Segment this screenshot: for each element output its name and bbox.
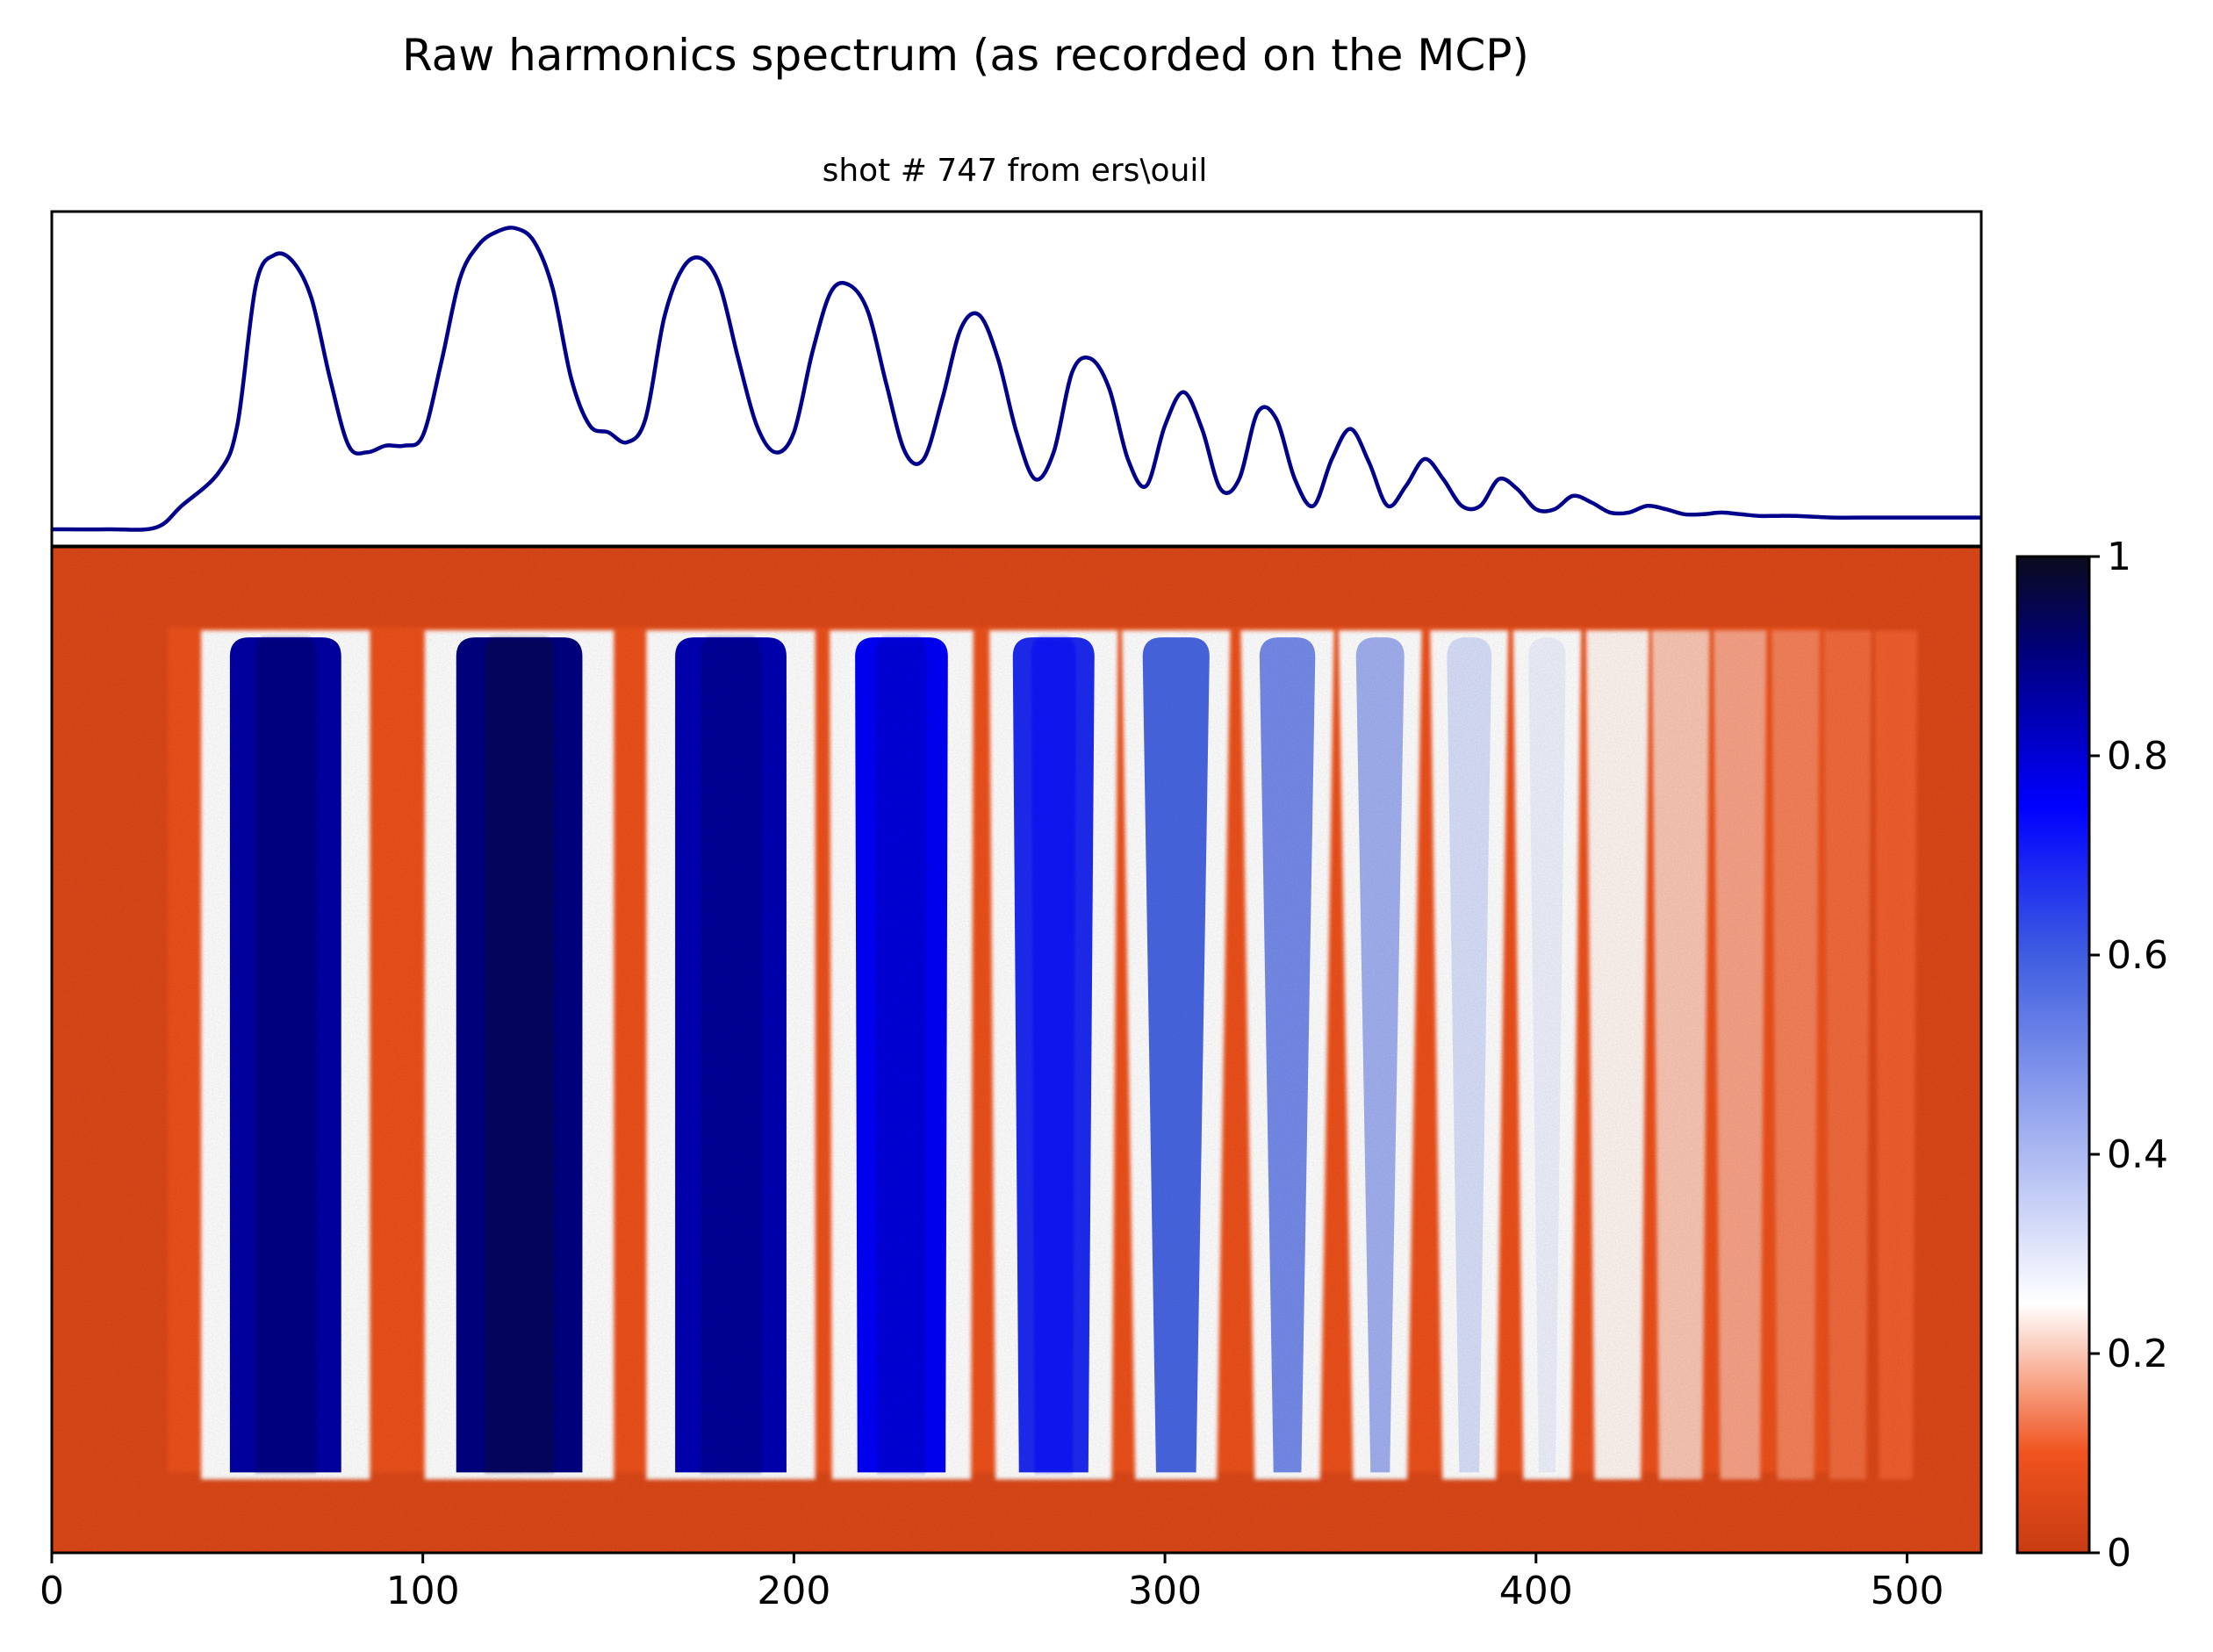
colorbar-gradient (2017, 557, 2089, 1553)
x-tick-label: 400 (1499, 1569, 1573, 1613)
colorbar: 0 0.2 0.4 0.6 0.8 1 (2015, 535, 2168, 1576)
heatmap-panel: 0 100 200 300 400 500 (40, 545, 1983, 1613)
colorbar-tick-label: 1 (2107, 535, 2131, 579)
lineout-panel (50, 210, 1983, 548)
colorbar-tick-label: 0 (2107, 1531, 2131, 1576)
colorbar-tick-label: 0.6 (2107, 933, 2168, 978)
x-tick-label: 200 (757, 1569, 830, 1613)
x-tick-label: 500 (1870, 1569, 1944, 1613)
colorbar-axis: 0 0.2 0.4 0.6 0.8 1 (2089, 535, 2168, 1576)
x-axis: 0 100 200 300 400 500 (40, 1553, 1944, 1613)
detector-noise (52, 547, 1981, 1553)
lineout-background (52, 212, 1981, 546)
x-tick-label: 0 (40, 1569, 64, 1613)
chart-subtitle: shot # 747 from ers\ouil (823, 153, 1208, 189)
heatmap-image (52, 547, 1981, 1553)
heatmap-frame (50, 545, 1983, 1555)
x-tick-label: 100 (386, 1569, 460, 1613)
colorbar-tick-label: 0.4 (2107, 1132, 2168, 1177)
x-tick-label: 300 (1128, 1569, 1202, 1613)
colorbar-tick-label: 0.2 (2107, 1332, 2168, 1376)
lineout-plot-area (52, 226, 1981, 532)
spectrum-line (52, 226, 1981, 532)
chart-title: Raw harmonics spectrum (as recorded on t… (402, 30, 1529, 81)
colorbar-tick-label: 0.8 (2107, 734, 2168, 779)
colorbar-frame (2015, 555, 2091, 1555)
